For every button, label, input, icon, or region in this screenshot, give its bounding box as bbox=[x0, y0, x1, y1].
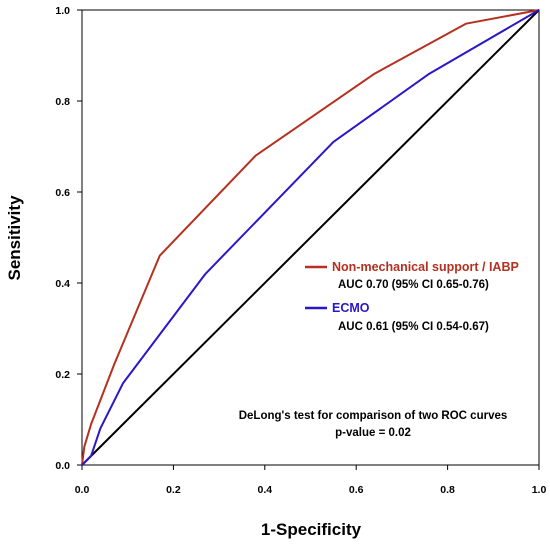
legend-label-ecmo: ECMO bbox=[332, 301, 370, 315]
roc-curve-non-mechanical bbox=[81, 9, 540, 466]
roc-curve-ecmo bbox=[81, 9, 540, 466]
y-tick-label: 1.0 bbox=[55, 5, 70, 17]
x-axis-ticks: 0.0 0.2 0.4 0.6 0.8 1.0 bbox=[75, 465, 547, 496]
x-tick-label: 0.4 bbox=[257, 484, 272, 496]
x-tick-label: 0.2 bbox=[166, 484, 181, 496]
y-axis-ticks: 0.0 0.2 0.4 0.6 0.8 1.0 bbox=[55, 5, 82, 472]
delong-annotation-line2: p-value = 0.02 bbox=[335, 427, 411, 439]
y-tick-label: 0.0 bbox=[55, 460, 70, 472]
x-tick-label: 0.6 bbox=[349, 484, 364, 496]
plot-frame bbox=[81, 9, 540, 466]
legend: Non-mechanical support / IABP AUC 0.70 (… bbox=[305, 260, 519, 333]
y-tick-label: 0.8 bbox=[55, 96, 70, 108]
legend-label-non-mechanical: Non-mechanical support / IABP bbox=[332, 260, 519, 274]
x-tick-label: 1.0 bbox=[532, 484, 547, 496]
roc-curves bbox=[81, 9, 540, 466]
y-axis-title: Sensitivity bbox=[5, 195, 24, 281]
y-tick-label: 0.4 bbox=[55, 278, 70, 290]
x-tick-label: 0.0 bbox=[75, 484, 90, 496]
delong-annotation-line1: DeLong's test for comparison of two ROC … bbox=[239, 410, 508, 422]
legend-auc-ecmo: AUC 0.61 (95% CI 0.54-0.67) bbox=[338, 321, 489, 333]
x-axis-title: 1-Specificity bbox=[261, 520, 362, 539]
legend-auc-non-mechanical: AUC 0.70 (95% CI 0.65-0.76) bbox=[338, 279, 489, 291]
y-tick-label: 0.6 bbox=[55, 187, 70, 199]
x-tick-label: 0.8 bbox=[440, 484, 455, 496]
y-tick-label: 0.2 bbox=[55, 369, 70, 381]
reference-diagonal-line bbox=[81, 9, 540, 466]
